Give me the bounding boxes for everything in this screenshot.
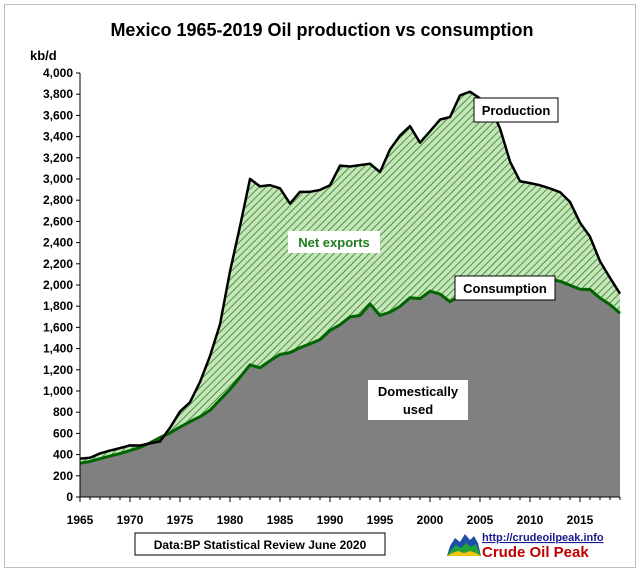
domestic-use-area — [80, 276, 620, 497]
domestic-label-line2: used — [403, 402, 433, 417]
x-ticks: 1965 1970 1975 1980 1985 1990 1995 2000 2005 2010… — [67, 497, 621, 527]
y-axis-unit: kb/d — [30, 48, 57, 63]
x-tick-label: 1990 — [317, 513, 344, 527]
y-tick-label: 1,800 — [43, 299, 73, 313]
y-tick-label: 2,400 — [43, 236, 73, 250]
y-tick-label: 200 — [53, 469, 73, 483]
x-tick-label: 1970 — [117, 513, 144, 527]
y-tick-label: 2,800 — [43, 193, 73, 207]
x-tick-label: 1980 — [217, 513, 244, 527]
y-tick-label: 3,200 — [43, 151, 73, 165]
x-tick-label: 2000 — [417, 513, 444, 527]
y-tick-label: 0 — [66, 490, 73, 504]
net-exports-area — [80, 91, 620, 464]
y-tick-label: 3,800 — [43, 87, 73, 101]
source-text: Data:BP Statistical Review June 2020 — [154, 538, 367, 552]
x-tick-label: 2010 — [517, 513, 544, 527]
y-ticks: 0 200 400 600 800 1,000 1,200 1,400 1,600 1,800 2,… — [43, 66, 80, 504]
x-tick-label: 1985 — [267, 513, 294, 527]
x-tick-label: 1995 — [367, 513, 394, 527]
y-tick-label: 800 — [53, 405, 73, 419]
logo-url[interactable]: http://crudeoilpeak.info — [482, 532, 604, 544]
domestic-label-line1: Domestically — [378, 384, 459, 399]
production-callout: Production — [473, 97, 559, 123]
logo-name: Crude Oil Peak — [482, 544, 589, 561]
y-tick-label: 1,400 — [43, 342, 73, 356]
areas-layer — [80, 91, 620, 497]
logo: http://crudeoilpeak.info Crude Oil Peak — [447, 532, 604, 561]
y-tick-label: 2,200 — [43, 257, 73, 271]
y-tick-label: 1,000 — [43, 384, 73, 398]
y-tick-label: 1,200 — [43, 363, 73, 377]
y-tick-label: 400 — [53, 448, 73, 462]
x-tick-label: 1975 — [167, 513, 194, 527]
stacked-area-chart-icon — [447, 534, 481, 556]
x-tick-label: 2005 — [467, 513, 494, 527]
chart-frame — [4, 4, 636, 568]
y-tick-label: 3,000 — [43, 172, 73, 186]
y-tick-label: 2,600 — [43, 214, 73, 228]
y-tick-label: 3,600 — [43, 108, 73, 122]
source-box: Data:BP Statistical Review June 2020 — [134, 532, 386, 556]
consumption-callout: Consumption — [454, 275, 556, 301]
net-exports-callout: Net exports — [288, 231, 380, 253]
chart-title: Mexico 1965-2019 Oil production vs consu… — [110, 20, 533, 40]
x-tick-label: 2015 — [567, 513, 594, 527]
domestic-callout: Domestically used — [368, 380, 468, 420]
production-line — [79, 90, 622, 460]
y-tick-label: 600 — [53, 426, 73, 440]
y-tick-label: 2,000 — [43, 278, 73, 292]
net-exports-label: Net exports — [298, 235, 370, 250]
consumption-label: Consumption — [463, 281, 547, 296]
y-tick-label: 4,000 — [43, 66, 73, 80]
production-label: Production — [482, 103, 551, 118]
x-tick-label: 1965 — [67, 513, 94, 527]
y-tick-label: 3,400 — [43, 130, 73, 144]
y-tick-label: 1,600 — [43, 320, 73, 334]
